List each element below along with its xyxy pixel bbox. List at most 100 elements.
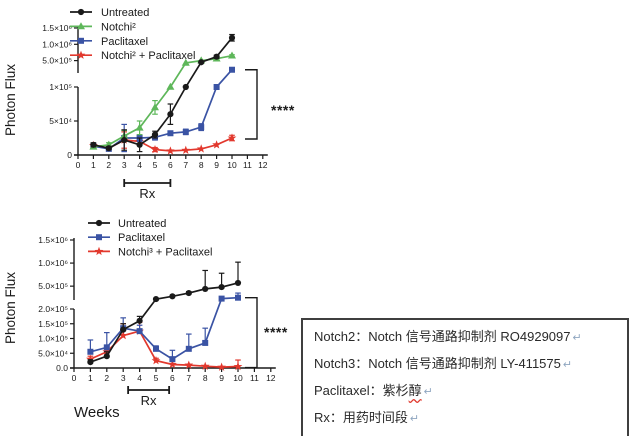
data-point-triangle	[228, 51, 236, 59]
bottom-x-tick-label: 2	[104, 373, 109, 383]
bottom-legend-entry: Untreated	[88, 218, 166, 230]
note-text: Notch3：Notch 信号通路抑制剂 LY-411575	[314, 356, 561, 371]
chart-top: Photon Flux 0 5×10⁴ 1×10⁵ 5.0×10⁵ 1.0×10⁶ 1.5×…	[3, 7, 294, 201]
note-text: Notch2：Notch 信号通路抑制剂 RO4929097	[314, 329, 571, 344]
data-point-star	[86, 354, 95, 363]
top-x-tick-label: 7	[183, 160, 188, 170]
data-point-circle	[90, 141, 97, 148]
data-point-triangle	[135, 123, 144, 131]
top-y-tick-label: 5×10⁴	[49, 116, 72, 126]
bottom-x-tick-label: 0	[72, 373, 77, 383]
bottom-legend-entry: Notchi³ + Paclitaxel	[88, 246, 212, 258]
data-point-square	[103, 344, 110, 351]
data-point-star	[181, 145, 191, 154]
return-mark-icon: ↵	[423, 386, 433, 398]
top-x-tick-label: 0	[76, 160, 81, 170]
legend-label: Notchi² + Paclitaxel	[101, 50, 195, 62]
top-x-tick-label: 3	[122, 160, 127, 170]
data-point-triangle	[181, 58, 190, 66]
legend-label: Paclitaxel	[101, 36, 148, 48]
data-point-square	[153, 345, 159, 352]
bottom-x-tick-label: 9	[219, 373, 224, 383]
note-line: Rx：用药时间段 ↵	[314, 405, 616, 432]
data-point-circle	[152, 295, 160, 303]
data-point-square	[235, 294, 241, 301]
top-x-tick-label: 9	[214, 160, 219, 170]
bottom-y-tick-label: 5.0×10⁴	[38, 348, 68, 358]
top-y-tick-label: 1.5×10⁶	[42, 23, 72, 33]
data-point-square	[182, 128, 189, 135]
data-point-circle	[121, 136, 128, 144]
top-y-tick-label: 0	[67, 150, 72, 160]
bottom-x-tick-label: 10	[233, 373, 243, 383]
note-line: Notch2：Notch 信号通路抑制剂 RO4929097 ↵	[314, 324, 616, 351]
bottom-y-tick-label: 1.0×10⁶	[38, 258, 68, 268]
data-point-square	[167, 130, 174, 137]
return-mark-icon: ↵	[409, 413, 420, 425]
legend-label: Untreated	[101, 7, 149, 19]
return-mark-icon: ↵	[572, 332, 582, 344]
note-line: Notch3：Notch 信号通路抑制剂 LY-411575 ↵	[314, 351, 616, 378]
bottom-y-tick-label: 0.0	[56, 363, 68, 373]
legend-marker-triangle	[77, 22, 85, 30]
bottom-x-tick-label: 7	[186, 373, 191, 383]
bottom-y-axis-label: Photon Flux	[3, 272, 18, 344]
top-x-tick-label: 8	[199, 160, 204, 170]
data-point-star	[196, 144, 206, 153]
data-point-circle	[120, 326, 127, 333]
bottom-x-tick-label: 12	[266, 373, 276, 383]
bottom-y-tick-label: 1.0×10⁵	[38, 334, 68, 344]
data-point-star	[118, 330, 128, 340]
top-legend-entry: Notchi²	[70, 21, 136, 33]
bottom-y-tick-label: 5.0×10⁵	[38, 281, 68, 291]
top-x-tick-label: 4	[137, 160, 142, 170]
data-point-circle	[103, 353, 110, 360]
top-legend-entry: Untreated	[70, 7, 149, 19]
top-y-tick-label: 1×10⁵	[49, 82, 72, 92]
top-x-tick-label: 11	[243, 160, 252, 170]
bottom-x-tick-label: 1	[88, 373, 93, 383]
data-point-square	[185, 345, 192, 352]
note-text-spellcheck: 醇	[408, 383, 422, 398]
top-series-untreated	[90, 33, 236, 153]
data-point-triangle	[151, 103, 159, 111]
note-text: Paclitaxel：紫杉	[314, 383, 409, 398]
data-point-star	[200, 361, 210, 370]
top-x-tick-label: 1	[91, 160, 96, 170]
data-point-star	[151, 356, 161, 365]
data-point-circle	[182, 83, 189, 91]
data-point-square	[202, 339, 209, 346]
data-point-circle	[228, 34, 236, 41]
data-point-circle	[234, 279, 242, 287]
legend-label: Notchi²	[101, 21, 136, 33]
bottom-x-tick-label: 6	[170, 373, 175, 383]
data-point-circle	[136, 317, 143, 324]
top-rx-label: Rx	[139, 186, 155, 201]
bottom-x-axis-label: Weeks	[74, 404, 120, 421]
data-point-star	[166, 146, 175, 155]
series-line	[90, 330, 239, 368]
legend-label: Untreated	[118, 218, 166, 230]
legend-marker-square	[78, 37, 84, 44]
bottom-x-tick-label: 8	[203, 373, 208, 383]
data-point-circle	[87, 359, 94, 366]
bottom-x-tick-label: 11	[250, 373, 259, 383]
bottom-y-tick-label: 2.0×10⁵	[38, 304, 68, 314]
data-point-star	[184, 360, 194, 369]
data-point-star	[168, 359, 177, 369]
data-point-square	[218, 295, 225, 302]
legend-marker-circle	[77, 8, 85, 16]
legend-label: Paclitaxel	[118, 232, 165, 244]
data-point-star	[212, 140, 221, 149]
bottom-significance-bracket	[245, 296, 258, 369]
top-x-tick-label: 10	[227, 160, 237, 170]
top-x-tick-label: 12	[258, 160, 268, 170]
data-point-circle	[136, 141, 143, 148]
legend-marker-star	[94, 246, 104, 256]
note-text: Rx：用药时间段	[314, 410, 408, 425]
bottom-x-tick-label: 4	[137, 373, 142, 383]
data-point-star	[217, 362, 226, 371]
bottom-legend-entry: Paclitaxel	[88, 232, 165, 244]
data-point-star	[227, 133, 237, 142]
